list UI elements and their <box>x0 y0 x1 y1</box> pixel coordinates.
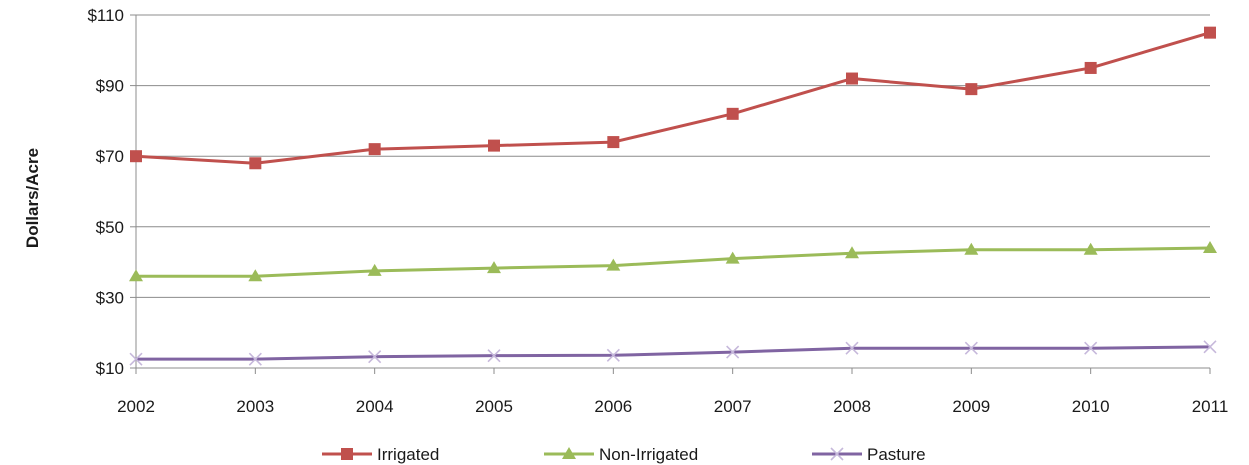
series-pasture <box>129 340 1217 366</box>
data-point-pasture <box>487 349 501 363</box>
legend-item-pasture: Pasture <box>812 445 926 464</box>
data-point-pasture <box>845 341 859 355</box>
legend-swatch-marker <box>562 447 576 459</box>
data-point-irrigated <box>846 72 858 85</box>
legend-label: Non-Irrigated <box>599 445 698 464</box>
series-line-pasture <box>136 345 1211 361</box>
data-point-irrigated <box>488 139 500 152</box>
data-point-non-irrigated <box>129 269 143 282</box>
x-tick-label: 2002 <box>117 397 155 416</box>
data-point-irrigated <box>1084 61 1097 74</box>
data-point-pasture <box>368 350 382 364</box>
x-tick-label: 2009 <box>952 397 990 416</box>
y-tick-label: $10 <box>96 359 124 378</box>
y-tick-label: $110 <box>87 6 124 25</box>
y-tick-label: $70 <box>96 147 124 166</box>
data-point-non-irrigated <box>1203 240 1217 253</box>
data-point-non-irrigated <box>606 258 621 271</box>
y-tick-label: $30 <box>96 288 124 307</box>
data-point-irrigated <box>607 136 620 149</box>
data-point-non-irrigated <box>487 261 501 274</box>
data-point-pasture <box>1084 341 1098 355</box>
data-point-non-irrigated <box>725 251 740 264</box>
legend-item-irrigated: Irrigated <box>322 445 439 464</box>
data-point-pasture <box>606 348 620 362</box>
x-tick-label: 2005 <box>475 397 513 416</box>
y-tick-label: $50 <box>96 218 124 237</box>
series-line-irrigated <box>135 31 1211 165</box>
legend-swatch-marker <box>341 448 353 460</box>
data-point-non-irrigated <box>248 269 263 282</box>
data-point-pasture <box>726 345 740 359</box>
data-point-irrigated <box>130 150 142 163</box>
series-layer <box>129 26 1217 366</box>
data-point-non-irrigated <box>1083 242 1098 255</box>
x-tick-label: 2008 <box>833 397 871 416</box>
gridlines <box>136 14 1210 298</box>
data-point-irrigated <box>1204 26 1216 39</box>
data-point-pasture <box>248 352 262 366</box>
legend-item-non-irrigated: Non-Irrigated <box>544 445 698 464</box>
series-line-non-irrigated <box>136 246 1211 278</box>
y-axis-title: Dollars/Acre <box>23 148 42 248</box>
legend-swatch-marker <box>830 447 844 461</box>
x-tick-label: 2003 <box>236 397 274 416</box>
y-axis-ticks: $10 $30 $50 $70 $90 $110 <box>87 6 124 378</box>
axes <box>130 14 1211 374</box>
legend: Irrigated Non-Irrigated Pasture <box>322 445 926 464</box>
x-tick-label: 2004 <box>356 397 394 416</box>
x-tick-label: 2006 <box>594 397 632 416</box>
x-tick-label: 2010 <box>1072 397 1110 416</box>
data-point-irrigated <box>965 83 978 96</box>
data-point-non-irrigated <box>367 263 382 276</box>
data-point-irrigated <box>368 143 381 156</box>
y-tick-label: $90 <box>96 77 124 96</box>
x-tick-label: 2007 <box>714 397 752 416</box>
legend-label: Irrigated <box>377 445 439 464</box>
series-irrigated <box>130 26 1216 170</box>
data-point-pasture <box>964 341 978 355</box>
legend-label: Pasture <box>867 445 926 464</box>
series-non-irrigated <box>129 240 1217 282</box>
data-point-non-irrigated <box>964 242 979 255</box>
data-point-non-irrigated <box>845 246 859 259</box>
data-point-irrigated <box>726 107 739 120</box>
x-tick-label: 2011 <box>1192 397 1229 416</box>
data-point-pasture <box>1203 340 1217 354</box>
data-point-irrigated <box>249 157 262 170</box>
x-axis-ticks: 2002 2003 2004 2005 2006 2007 2008 2009 2010 2011 <box>117 397 1228 416</box>
data-point-pasture <box>129 352 143 366</box>
